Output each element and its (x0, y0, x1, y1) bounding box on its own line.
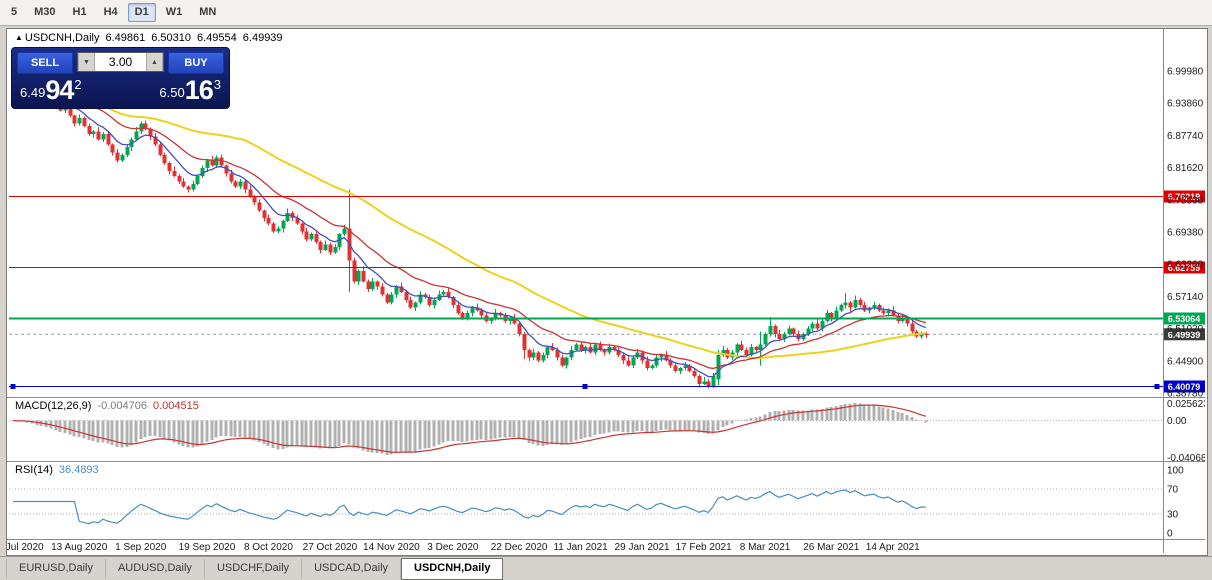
volume-down-button[interactable]: ▼ (78, 53, 95, 71)
rsi-value: 36.4893 (58, 464, 99, 476)
rsi-axis-label: 0 (1167, 529, 1173, 540)
date-axis-label: 17 Feb 2021 (675, 542, 732, 553)
bar-high-value: 6.50310 (151, 32, 192, 44)
pivot-line-badge (1164, 312, 1205, 325)
one-click-toggle-icon[interactable]: ▲ (15, 33, 23, 42)
sell-price[interactable]: 6.49 94 2 (20, 75, 82, 105)
chart-symbol-label: USDCNH,Daily (24, 32, 100, 44)
current-price-badge (1164, 328, 1205, 341)
ma-mid-line (12, 72, 927, 370)
macd-axis-label-zero: 0.00 (1167, 416, 1187, 427)
chart-title: ▲ USDCNH,Daily 6.49861 6.50310 6.49554 6.4993… (15, 32, 283, 44)
support-line-badge (1164, 380, 1205, 393)
buy-price-big: 16 (184, 75, 214, 105)
volume-up-button[interactable]: ▲ (146, 53, 163, 71)
rsi-indicator-label: RSI(14) 36.4893 (15, 464, 99, 476)
tab-eurusd-daily[interactable]: EURUSD,Daily (6, 558, 106, 579)
bar-close-value: 6.49939 (242, 32, 283, 44)
date-axis-label: 11 Jan 2021 (553, 542, 608, 553)
ma-fast-line (12, 72, 927, 378)
tab-usdcnh-daily[interactable]: USDCNH,Daily (401, 557, 504, 580)
date-axis-label: 19 Sep 2020 (179, 542, 236, 553)
date-axis-label: 22 Dec 2020 (491, 542, 548, 553)
sell-price-big: 94 (45, 75, 74, 105)
date-axis-label: 1 Sep 2020 (115, 542, 167, 553)
resistance-line-2-badge (1164, 261, 1205, 274)
price-axis-label: 6.93860 (1167, 99, 1204, 110)
date-axis-label: 8 Oct 2020 (244, 542, 293, 553)
chart-tabs-bar: EURUSD,Daily AUDUSD,Daily USDCHF,Daily USDC… (0, 556, 1212, 580)
support-line-handle-2[interactable] (1154, 384, 1160, 389)
bar-open-value: 6.49861 (105, 32, 146, 44)
date-axis-label: 26 Mar 2021 (803, 542, 860, 553)
resistance-line-1-badge-text: 6.76219 (1168, 192, 1201, 202)
buy-price-small: 6.50 (159, 85, 185, 100)
price-axis-label: 6.38780 (1167, 389, 1204, 400)
price-axis-label: 6.57140 (1167, 292, 1204, 303)
price-axis-label: 6.87740 (1167, 131, 1204, 142)
volume-input[interactable]: 3.00 (108, 55, 133, 69)
price-axis-label: 6.99980 (1167, 67, 1204, 78)
tab-usdcad-daily[interactable]: USDCAD,Daily (302, 558, 402, 579)
timeframe-button-h4[interactable]: H4 (103, 6, 118, 18)
resistance-line-2-badge-text: 6.62759 (1168, 263, 1201, 273)
rsi-axis-label: 100 (1167, 466, 1184, 477)
sell-price-sup: 2 (74, 77, 82, 92)
date-axis-label: 14 Nov 2020 (363, 542, 420, 553)
date-axis-label: 8 Mar 2021 (740, 542, 791, 553)
price-axis-label: 6.63260 (1167, 260, 1204, 271)
price-axis-label: 6.75500 (1167, 195, 1204, 206)
price-axis-label: 6.81620 (1167, 163, 1204, 174)
macd-signal-value: 0.004515 (152, 400, 199, 412)
rsi-axis-label: 70 (1167, 484, 1179, 495)
timeframe-toolbar: 5 M30 H1 H4 D1 W1 MN (0, 0, 1212, 26)
timeframe-button-5[interactable]: 5 (11, 6, 18, 18)
macd-signal-line (12, 404, 927, 453)
price-axis-label: 6.69380 (1167, 228, 1204, 239)
one-click-trading-panel: SELL ▼ 3.00 ▲ BUY 6.49 94 2 6.50 16 3 (11, 47, 230, 109)
support-line-badge-text: 6.40079 (1168, 382, 1201, 392)
date-axis-label: 13 Aug 2020 (51, 542, 108, 553)
chart-canvas[interactable]: 6.76219 6.62759 6.53064 6.40079 6.49939 6.999… (7, 29, 1205, 553)
timeframe-button-d1[interactable]: D1 (127, 3, 156, 22)
support-line-handle-1[interactable] (582, 384, 588, 389)
rsi-axis-label: 30 (1167, 510, 1179, 521)
sell-price-small: 6.49 (20, 85, 46, 100)
macd-title: MACD(12,26,9) (15, 400, 92, 412)
date-axis-label: 25 Jul 2020 (7, 542, 44, 553)
macd-value: -0.004706 (97, 400, 147, 412)
buy-price[interactable]: 6.50 16 3 (159, 75, 221, 105)
date-axis-label: 14 Apr 2021 (866, 542, 920, 553)
price-axis-label: 6.44900 (1167, 356, 1204, 367)
timeframe-button-h1[interactable]: H1 (72, 6, 87, 18)
buy-price-sup: 3 (213, 77, 221, 92)
pivot-line-badge-text: 6.53064 (1168, 314, 1201, 324)
rsi-line (13, 489, 926, 525)
tab-usdchf-daily[interactable]: USDCHF,Daily (205, 558, 303, 579)
current-price-badge-text: 6.49939 (1168, 330, 1201, 340)
tab-audusd-daily[interactable]: AUDUSD,Daily (106, 558, 205, 579)
candlesticks (11, 68, 929, 389)
buy-button[interactable]: BUY (168, 52, 224, 74)
macd-indicator-label: MACD(12,26,9) -0.004706 0.004515 (15, 400, 199, 412)
macd-axis-label-bottom: -0.040687 (1167, 453, 1205, 464)
date-axis-label: 3 Dec 2020 (427, 542, 479, 553)
volume-field: ▼ 3.00 ▲ (77, 52, 164, 72)
bar-low-value: 6.49554 (197, 32, 237, 44)
date-axis-label: 27 Oct 2020 (303, 542, 358, 553)
date-axis-label: 29 Jan 2021 (615, 542, 670, 553)
timeframe-button-w1[interactable]: W1 (165, 6, 183, 18)
timeframe-button-mn[interactable]: MN (199, 6, 217, 18)
timeframe-button-m30[interactable]: M30 (34, 6, 56, 18)
support-line-handle-0[interactable] (10, 384, 16, 389)
resistance-line-1-badge (1164, 190, 1205, 203)
price-axis-label: 6.51020 (1167, 324, 1204, 335)
macd-axis-label-top: 0.025623 (1167, 399, 1205, 410)
sell-button[interactable]: SELL (17, 52, 73, 74)
rsi-title: RSI(14) (15, 464, 53, 476)
chart-frame: 6.76219 6.62759 6.53064 6.40079 6.49939 6.999… (6, 28, 1208, 556)
ma-slow-line (12, 72, 927, 360)
macd-histogram (11, 403, 928, 455)
